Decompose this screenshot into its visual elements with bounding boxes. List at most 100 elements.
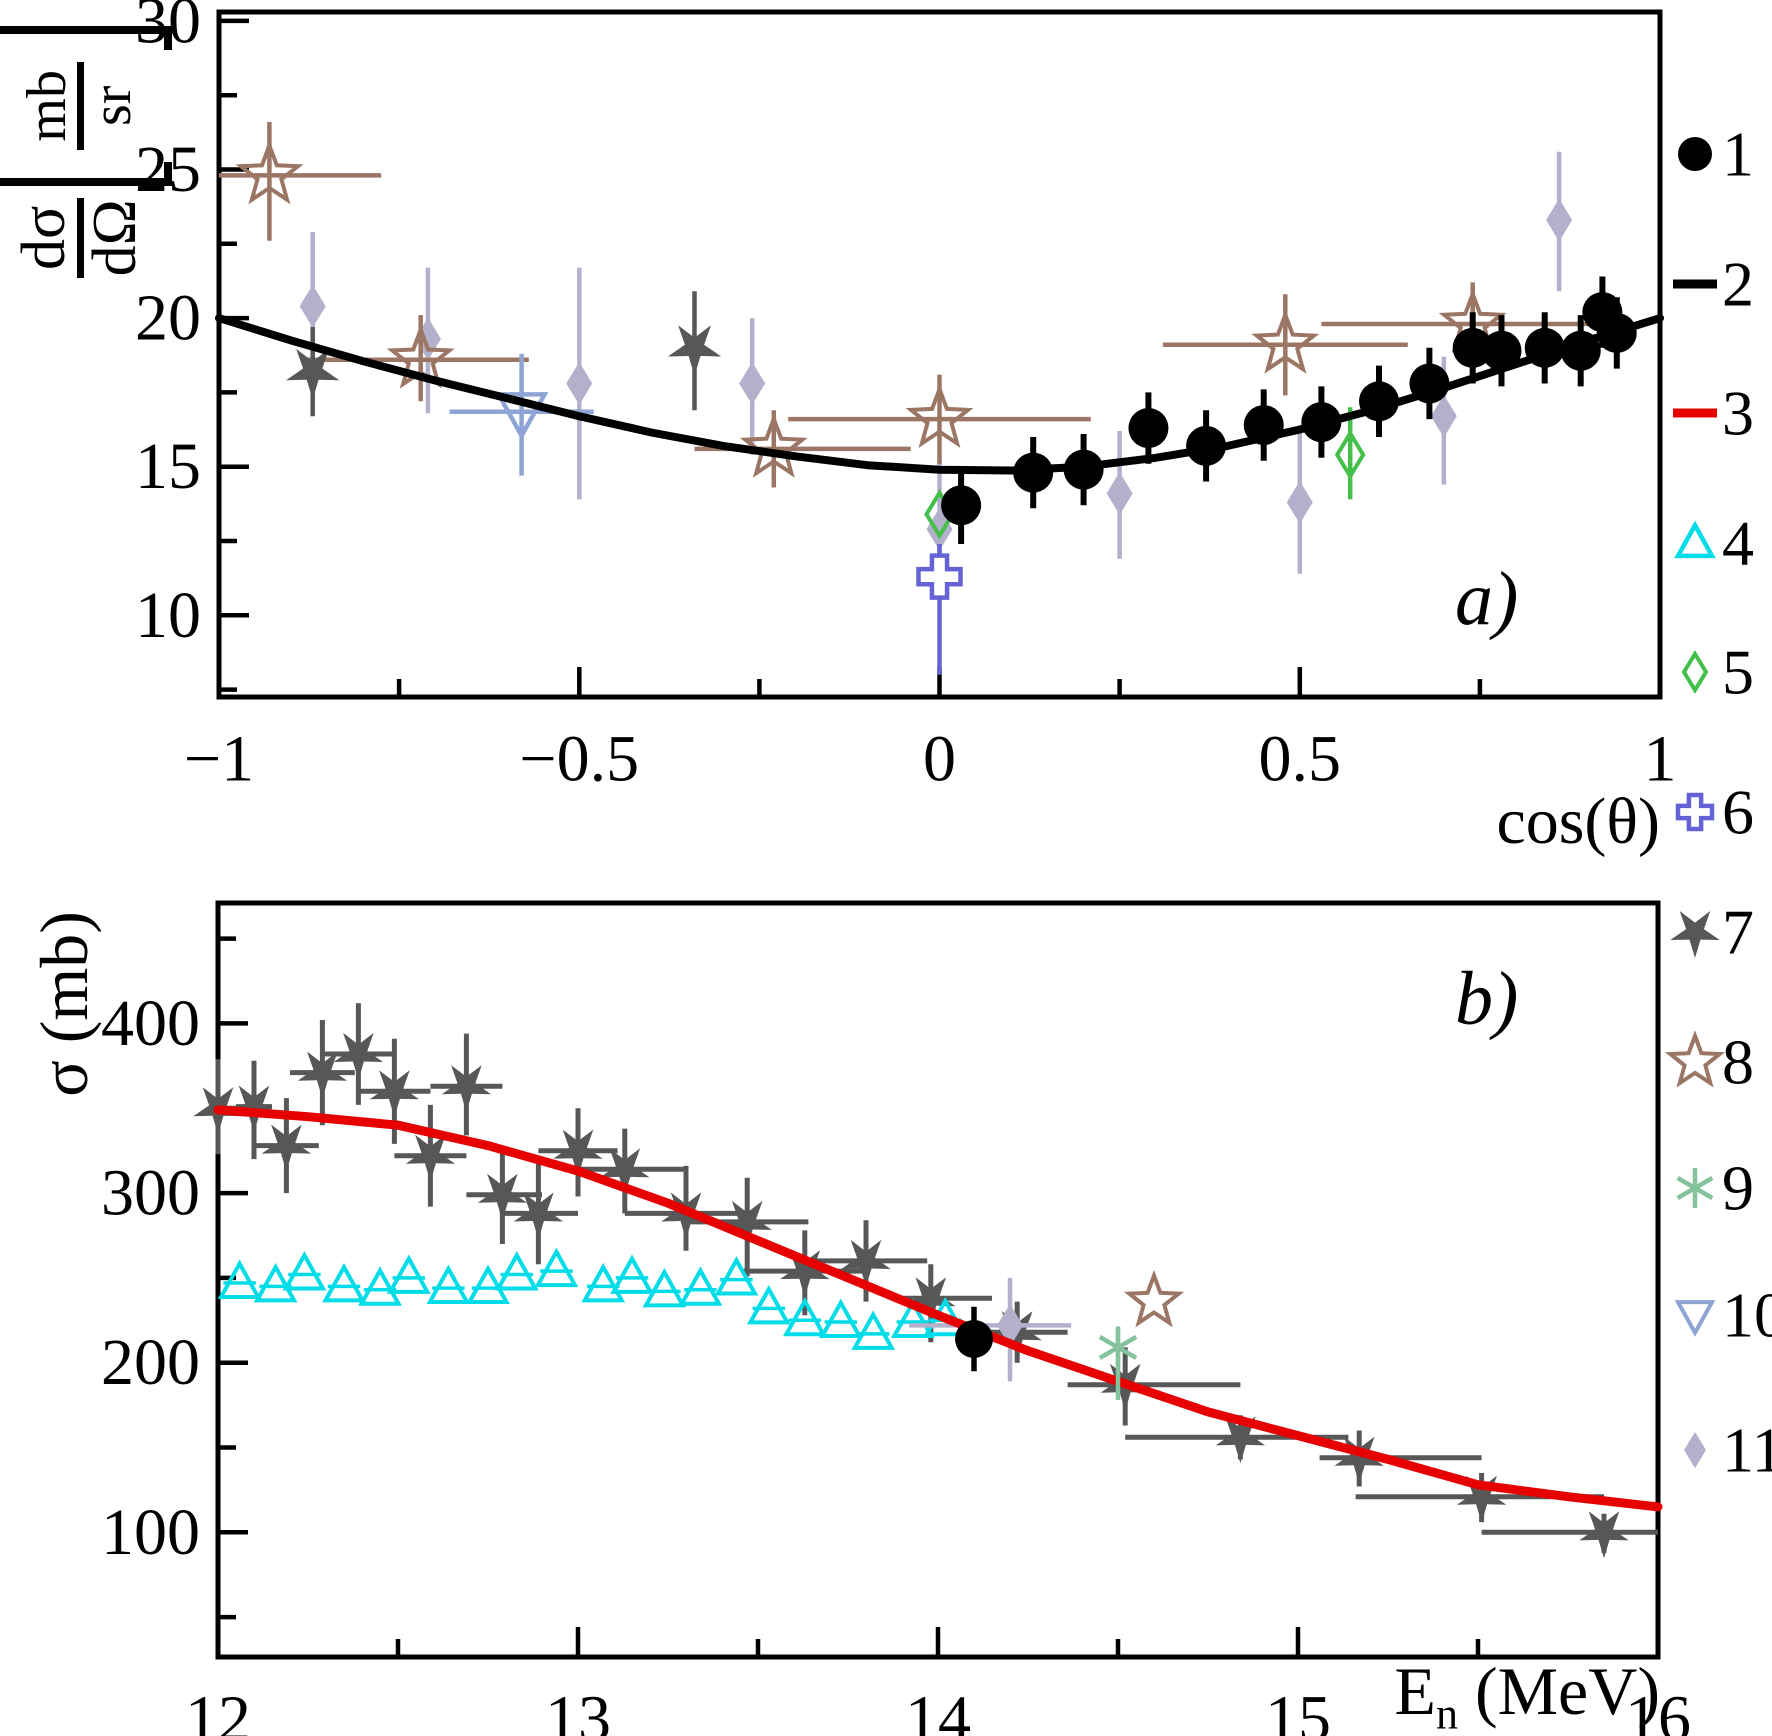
star-filled-marker [906, 1277, 956, 1325]
circle-marker [1359, 381, 1400, 422]
legend-item-1: 1 [1678, 119, 1754, 190]
panel-a-ytick-10: 10 [135, 579, 201, 652]
legend-label-1: 1 [1722, 119, 1754, 190]
diamond-marker [566, 362, 593, 405]
series-3 [213, 1105, 1663, 1512]
triangle-up-marker [322, 1262, 366, 1303]
circle-marker [1013, 452, 1054, 493]
diamond-marker [1106, 471, 1133, 515]
circle-marker [1678, 137, 1712, 171]
star-open-marker [739, 413, 808, 478]
star-filled-marker [1579, 1511, 1629, 1559]
plus-marker [1675, 792, 1715, 832]
series-9 [1098, 1326, 1138, 1400]
circle-marker [1596, 312, 1637, 353]
legend-label-4: 4 [1722, 508, 1754, 579]
legend-item-8: 8 [1664, 1027, 1754, 1098]
triangle-up-marker [466, 1264, 510, 1305]
star-filled-marker [661, 1192, 711, 1240]
circle-marker [1560, 330, 1601, 371]
triangle-up-marker [851, 1310, 896, 1350]
panel-a-ytick-15: 15 [135, 430, 201, 503]
star-filled-marker [600, 1148, 650, 1196]
star-filled-marker [722, 1200, 772, 1248]
panel-a-ytick-20: 20 [135, 282, 201, 355]
diamond-marker [1546, 198, 1573, 242]
diamond-marker [299, 284, 326, 328]
star-open-marker [235, 139, 304, 205]
legend-label-3: 3 [1722, 378, 1754, 449]
circle-marker [1524, 327, 1565, 368]
legend-label-2: 2 [1722, 249, 1754, 320]
circle-marker [1452, 327, 1493, 368]
star-filled-marker [513, 1192, 564, 1240]
panel-a-xtick-−1: −1 [184, 723, 254, 796]
curve-3 [213, 1105, 1663, 1512]
star-filled-marker [667, 325, 722, 376]
star-filled-marker [286, 348, 340, 400]
panel-b-ytick-200: 200 [101, 1326, 200, 1399]
panel-b-xtick-13: 13 [545, 1683, 611, 1736]
star-filled-marker [477, 1173, 528, 1221]
series-4 [217, 1247, 968, 1350]
star-filled-marker [1456, 1475, 1507, 1523]
circle-marker [1481, 330, 1522, 371]
triangle-down-marker [494, 392, 549, 441]
circle-marker [955, 1319, 993, 1358]
triangle-up-marker [426, 1264, 471, 1305]
diamond-marker [1684, 1431, 1706, 1469]
triangle-up-marker [386, 1254, 431, 1294]
triangle-up-marker [1674, 520, 1716, 559]
panel-a-xtick-0: 0 [923, 723, 956, 796]
diamond-marker [997, 1303, 1023, 1347]
diamond-marker [1681, 649, 1709, 695]
series-11 [909, 1277, 1072, 1382]
diamond-marker [1286, 480, 1313, 524]
legend-label-6: 6 [1722, 777, 1754, 848]
legend-label-7: 7 [1722, 897, 1754, 968]
star-filled-marker [333, 1032, 384, 1080]
panel-a-xtick-0.5: 0.5 [1259, 723, 1342, 796]
star-filled-marker [1334, 1436, 1384, 1484]
legend-item-2: 2 [1673, 249, 1754, 320]
circle-marker [1186, 425, 1227, 466]
star-open-marker [1251, 309, 1320, 374]
legend-label-10: 10 [1722, 1280, 1772, 1351]
star-open-marker [386, 323, 455, 389]
circle-marker [1128, 408, 1169, 449]
legend-item-3: 3 [1673, 378, 1754, 449]
triangle-up-marker [217, 1259, 262, 1299]
legend-item-5: 5 [1681, 637, 1754, 708]
panel-b-xtick-14: 14 [905, 1683, 971, 1736]
panel-b-xtick-12: 12 [185, 1683, 251, 1736]
star-filled-marker [1215, 1416, 1266, 1464]
triangle-up-marker [358, 1266, 402, 1306]
star-filled-marker [405, 1134, 456, 1182]
panel-b: 100 200 300 400 12 13 14 15 16 [101, 900, 1691, 1736]
panel-b-ytick-100: 100 [101, 1496, 200, 1569]
legend-item-9: 9 [1676, 1153, 1754, 1224]
triangle-up-marker [678, 1266, 723, 1306]
legend-label-8: 8 [1722, 1027, 1754, 1098]
star-filled-marker [841, 1239, 891, 1287]
triangle-up-marker [534, 1247, 579, 1288]
triangle-up-marker [746, 1284, 791, 1325]
diamond-marker [739, 362, 766, 405]
legend-item-11: 11 [1684, 1415, 1772, 1486]
panel-a-ytick-25: 25 [135, 133, 201, 206]
series-8 [1123, 1269, 1185, 1328]
legend-label-11: 11 [1722, 1415, 1772, 1486]
circle-marker [941, 485, 982, 526]
legend-item-6: 6 [1675, 777, 1754, 848]
panel-b-xtick-16: 16 [1625, 1683, 1691, 1736]
triangle-up-marker [642, 1268, 687, 1308]
star-filled-marker [297, 1051, 348, 1099]
series-6 [916, 544, 963, 675]
triangle-up-marker [818, 1298, 863, 1338]
legend-item-4: 4 [1674, 508, 1754, 579]
diamond-marker [1334, 429, 1366, 481]
diamond-marker [1430, 394, 1457, 438]
panel-b-xtick-15: 15 [1265, 1683, 1331, 1736]
